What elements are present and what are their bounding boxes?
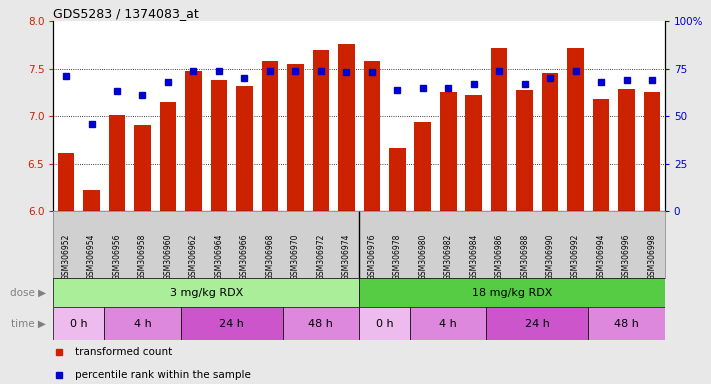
Bar [516,89,533,211]
Bar [283,307,359,340]
Bar [415,122,431,211]
Bar [210,80,228,211]
Bar [53,278,359,307]
Bar [359,307,410,340]
Bar [440,93,456,211]
Text: time ▶: time ▶ [11,318,46,329]
Text: percentile rank within the sample: percentile rank within the sample [75,370,250,380]
Bar [567,48,584,211]
Bar [466,95,482,211]
Bar [410,307,486,340]
Bar [363,61,380,211]
Bar [181,307,282,340]
Bar [160,102,176,211]
Text: 3 mg/kg RDX: 3 mg/kg RDX [169,288,243,298]
Bar [491,48,508,211]
Text: transformed count: transformed count [75,347,172,357]
Bar [109,115,125,211]
Bar [542,73,558,211]
Bar [338,44,355,211]
Bar [83,190,100,211]
Bar [313,50,329,211]
Bar [589,307,665,340]
Bar [486,307,589,340]
Text: 48 h: 48 h [309,318,333,329]
Bar [619,89,635,211]
Text: 0 h: 0 h [375,318,393,329]
Text: 4 h: 4 h [134,318,151,329]
Text: dose ▶: dose ▶ [10,288,46,298]
Bar [185,71,202,211]
Text: 0 h: 0 h [70,318,87,329]
Text: 48 h: 48 h [614,318,639,329]
Bar [58,153,75,211]
Bar [593,99,609,211]
Bar [359,278,665,307]
Bar [262,61,278,211]
Bar [643,93,661,211]
Bar [105,307,181,340]
Bar [236,86,252,211]
Bar [134,125,151,211]
Bar [53,307,105,340]
Text: 24 h: 24 h [525,318,550,329]
Bar [287,64,304,211]
Text: 18 mg/kg RDX: 18 mg/kg RDX [471,288,552,298]
Text: GDS5283 / 1374083_at: GDS5283 / 1374083_at [53,7,199,20]
Bar [389,147,405,211]
Text: 4 h: 4 h [439,318,457,329]
Text: 24 h: 24 h [219,318,244,329]
